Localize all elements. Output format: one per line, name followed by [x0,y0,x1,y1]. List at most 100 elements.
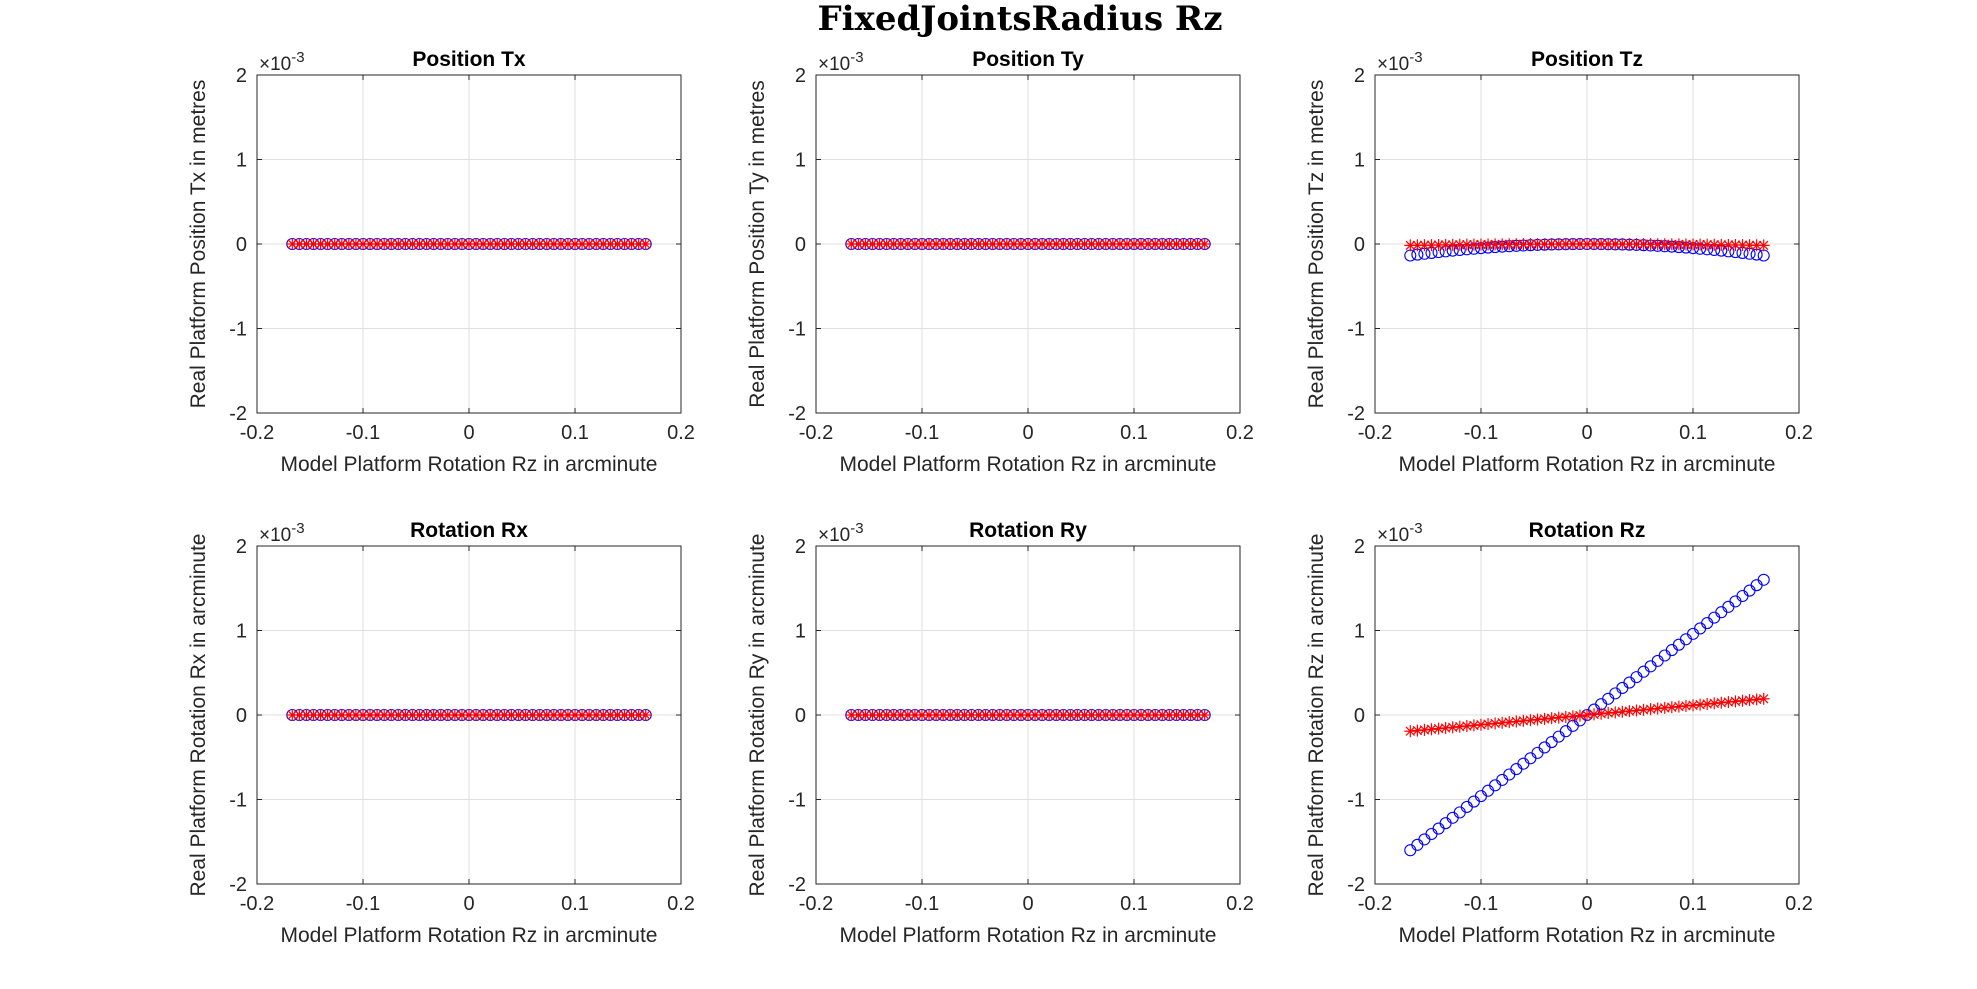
x-tick-label: 0.2 [667,893,695,915]
x-tick-label: -0.1 [905,422,939,444]
asterisk-stroke [1744,240,1755,250]
data-point [1078,709,1091,721]
asterisk-stroke [344,239,354,249]
asterisk-stroke [492,710,502,720]
x-tick-label: -0.2 [1358,422,1392,444]
asterisk-stroke [1688,700,1698,711]
asterisk-stroke [1178,239,1189,249]
asterisk-stroke [1638,239,1649,249]
asterisk-stroke [1016,710,1026,720]
asterisk-stroke [1136,710,1146,720]
asterisk-stroke [1164,239,1175,249]
asterisk-stroke [1426,240,1437,250]
data-point [1757,573,1770,586]
asterisk-stroke [322,710,333,720]
x-tick-label: -0.1 [346,893,380,915]
asterisk-stroke [910,239,920,249]
asterisk-stroke [924,239,934,249]
asterisk-stroke [860,710,871,720]
data-point [1439,721,1452,734]
x-tick-label: 0.2 [1226,893,1254,915]
asterisk-stroke [1603,708,1613,718]
data-point [930,238,943,250]
asterisk-stroke [563,710,573,720]
asterisk-stroke [520,239,531,249]
y-tick-label: -1 [1347,790,1365,812]
asterisk-stroke [379,710,389,720]
asterisk-stroke [888,239,899,249]
asterisk-stroke [966,239,977,249]
asterisk-stroke [1758,240,1769,251]
asterisk-stroke [315,239,326,249]
asterisk-stroke [1631,705,1642,716]
asterisk-stroke [464,239,474,249]
asterisk-stroke [1426,724,1437,734]
asterisk-stroke [549,710,559,720]
asterisk-stroke [1483,719,1493,729]
subplot-1: -0.2 -0.1 0 0.1 0.2 -2 -1 0 1 2 ×10-3 Position Ty Mo… [746,48,1254,476]
y-tick-label: 0 [236,234,247,256]
y-tick-label: 0 [795,705,806,727]
asterisk-stroke [344,710,354,720]
asterisk-stroke [1002,710,1012,720]
asterisk-stroke [619,239,630,249]
asterisk-stroke [931,710,941,720]
asterisk-stroke [1660,239,1670,249]
y-tick-label: -2 [788,874,806,896]
asterisk-stroke [570,239,580,249]
asterisk-stroke [1440,723,1451,733]
asterisk-stroke [1504,239,1514,249]
data-point [342,709,355,721]
asterisk-stroke [910,710,920,720]
asterisk-stroke [1575,710,1585,721]
asterisk-stroke [987,710,998,720]
asterisk-stroke [1674,239,1684,250]
data-point [1496,716,1509,729]
asterisk-stroke [640,239,651,249]
x-tick-label: 0 [1581,422,1592,444]
x-tick-label: 0 [463,422,474,444]
asterisk-stroke [329,239,340,249]
asterisk-stroke [853,239,864,249]
asterisk-stroke [393,710,404,720]
asterisk-stroke [534,710,545,720]
y-tick-label: -2 [1347,874,1365,896]
asterisk-stroke [1518,716,1529,726]
asterisk-stroke [605,239,616,249]
data-point [1446,721,1459,734]
asterisk-stroke [1660,703,1670,713]
y-tick-label: 2 [236,65,247,87]
data-point [1163,238,1176,250]
data-point [1092,709,1105,721]
data-point [986,709,999,721]
asterisk-stroke [881,710,892,720]
asterisk-stroke [1150,239,1160,249]
data-point [632,709,645,721]
asterisk-stroke [633,239,644,249]
asterisk-stroke [1645,704,1656,714]
y-exponent-label: ×10-3 [1377,520,1423,546]
asterisk-stroke [485,710,495,720]
asterisk-stroke [1525,715,1536,725]
asterisk-stroke [1115,239,1125,249]
asterisk-stroke [1143,710,1153,720]
asterisk-stroke [1476,239,1486,250]
asterisk-stroke [853,710,864,720]
asterisk-stroke [1178,710,1189,720]
asterisk-stroke [407,239,418,249]
data-point [1757,239,1770,252]
asterisk-stroke [1730,240,1741,250]
subplot-title: Rotation Ry [969,519,1087,542]
asterisk-stroke [1093,710,1104,720]
asterisk-stroke [987,239,998,249]
asterisk-stroke [1185,710,1196,720]
asterisk-stroke [1072,239,1083,249]
asterisk-stroke [1744,695,1755,705]
data-point [554,709,567,721]
data-point [427,238,440,250]
y-tick-label: 0 [795,234,806,256]
x-tick-label: -0.2 [1358,893,1392,915]
asterisk-stroke [945,710,955,720]
asterisk-stroke [351,239,361,249]
data-point [300,709,313,721]
